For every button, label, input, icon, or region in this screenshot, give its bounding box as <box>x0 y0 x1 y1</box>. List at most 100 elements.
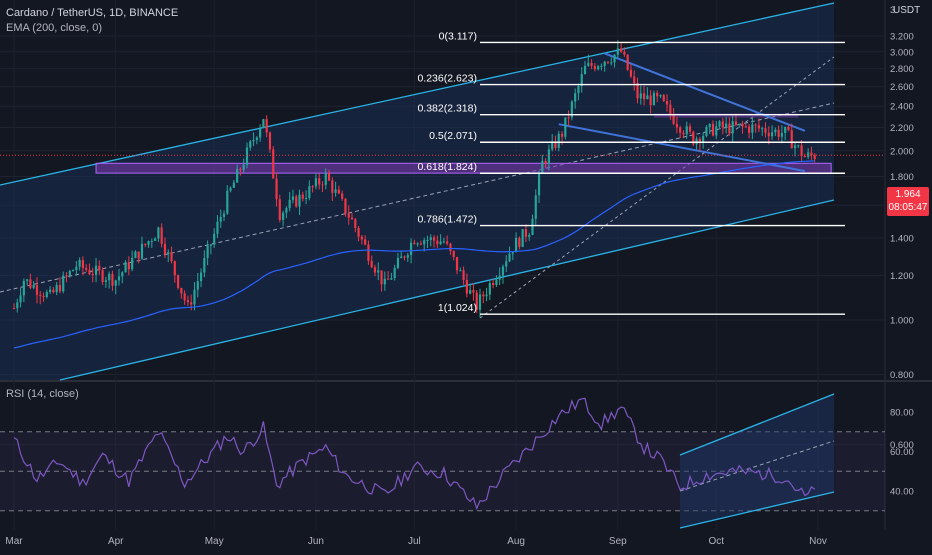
candle-body <box>725 123 728 128</box>
candle-body <box>121 272 124 277</box>
candle-body <box>213 233 216 245</box>
candle <box>793 142 797 157</box>
candle <box>807 148 810 160</box>
candle <box>623 47 626 57</box>
ema-legend[interactable]: EMA (200, close, 0) <box>6 22 102 34</box>
candle-body <box>249 141 252 148</box>
candle-body <box>140 243 144 259</box>
candle-body <box>636 83 639 99</box>
candle <box>298 189 301 215</box>
time-tick-label: Nov <box>809 536 827 547</box>
candle <box>32 281 35 290</box>
candle <box>380 270 383 292</box>
candle-body <box>498 275 501 280</box>
candle <box>331 177 334 201</box>
candle-body <box>39 294 42 296</box>
candle-body <box>229 187 232 191</box>
candle-body <box>12 308 16 310</box>
candle-body <box>52 289 55 293</box>
candle-body <box>390 278 393 280</box>
candle <box>350 213 354 220</box>
candle-body <box>62 275 65 292</box>
candle <box>544 158 547 169</box>
candle <box>770 125 774 140</box>
time-tick-label: Oct <box>708 536 724 547</box>
candle <box>764 122 767 138</box>
candle-body <box>521 229 524 247</box>
candle-body <box>623 51 626 55</box>
candle <box>75 261 78 276</box>
candle <box>662 94 665 103</box>
candle <box>222 210 226 221</box>
candle-body <box>505 261 508 267</box>
candle-body <box>620 48 623 52</box>
candle-body <box>183 293 186 301</box>
candle-body <box>747 126 751 133</box>
candle <box>242 158 245 173</box>
candle <box>747 123 751 139</box>
candle <box>396 253 400 270</box>
candle-body <box>439 241 442 245</box>
rsi-legend[interactable]: RSI (14, close) <box>6 388 79 400</box>
candle-body <box>472 289 475 293</box>
candle-body <box>508 253 511 262</box>
candle <box>455 256 459 275</box>
drawings <box>0 2 835 381</box>
candle-body <box>26 279 29 281</box>
candle <box>426 235 429 249</box>
candle <box>518 236 521 250</box>
candle-body <box>311 186 314 188</box>
candle-body <box>350 217 354 220</box>
candle-body <box>442 241 445 243</box>
time-tick-label: Sep <box>609 536 627 547</box>
time-tick-label: Jun <box>308 536 324 547</box>
candle-body <box>682 132 685 135</box>
candle <box>124 259 127 273</box>
candle-body <box>81 260 85 268</box>
candle <box>393 264 396 281</box>
candle <box>163 237 167 258</box>
candle <box>370 255 373 269</box>
candle-body <box>534 195 537 219</box>
rsi-channel-upper <box>679 393 835 456</box>
candle-body <box>295 196 298 207</box>
time-tick-label: May <box>205 536 224 547</box>
last-price-value: 1.964 <box>895 189 921 200</box>
candle-body <box>665 101 669 105</box>
time-tick-label: Aug <box>507 536 525 547</box>
grid <box>0 35 885 446</box>
candle-body <box>797 145 800 147</box>
candle <box>144 243 147 248</box>
candle-body <box>528 234 531 237</box>
candle-body <box>705 126 708 137</box>
candle-body <box>761 128 764 130</box>
candle <box>203 250 206 278</box>
candle <box>150 238 153 248</box>
currency-label[interactable]: USDT <box>893 5 921 16</box>
candle-body <box>633 76 636 84</box>
candle <box>413 239 416 245</box>
candle-body <box>163 243 167 255</box>
candle <box>679 125 682 139</box>
candle-body <box>324 172 327 185</box>
candle-body <box>780 132 783 137</box>
candle <box>62 271 65 294</box>
candle-body <box>416 243 419 245</box>
candle <box>377 262 380 281</box>
price-tick-label: 1.800 <box>890 172 914 183</box>
candle <box>199 268 203 288</box>
candle <box>147 240 150 248</box>
candle <box>272 146 275 179</box>
candle-body <box>154 238 157 242</box>
candle-body <box>275 178 278 200</box>
candle <box>800 140 803 161</box>
candle <box>652 90 656 106</box>
candle <box>196 272 199 298</box>
candle <box>452 250 455 261</box>
fib-level-label: 0.786(1.472) <box>417 214 477 226</box>
candle-body <box>71 270 75 272</box>
symbol-legend[interactable]: Cardano / TetherUS, 1D, BINANCE <box>6 7 179 19</box>
candle-body <box>465 280 468 294</box>
